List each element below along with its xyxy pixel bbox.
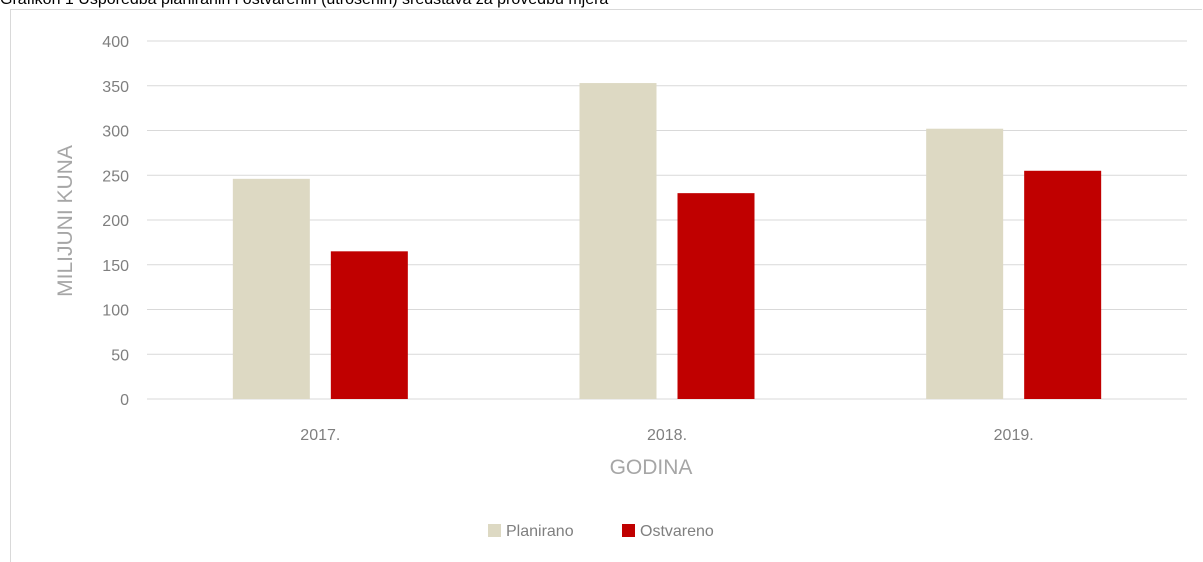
legend: Planirano Ostvareno (488, 523, 714, 540)
legend-swatch-planirano (488, 524, 501, 537)
y-tick-label: 300 (102, 124, 129, 141)
chart-title: Grafikon 1 Usporedba planiranih i ostvar… (0, 0, 608, 9)
bar-planirano-2019 (926, 128, 1004, 399)
y-axis-title: MILIJUNI KUNA (54, 145, 77, 297)
y-tick-labels: 0 50 100 150 200 250 300 350 400 (102, 34, 129, 409)
bar-ostvareno-2017 (330, 251, 408, 399)
y-tick-label: 150 (102, 258, 129, 275)
bar-planirano-2018 (579, 83, 657, 399)
y-tick-label: 100 (102, 303, 129, 320)
x-tick-label: 2017. (300, 427, 340, 444)
y-tick-label: 350 (102, 79, 129, 96)
legend-label-ostvareno: Ostvareno (640, 523, 714, 540)
y-tick-label: 50 (111, 347, 129, 364)
bars (232, 83, 1102, 399)
gridlines (147, 40, 1187, 400)
y-tick-label: 200 (102, 213, 129, 230)
bar-planirano-2017 (232, 178, 310, 399)
legend-swatch-ostvareno (622, 524, 635, 537)
y-tick-label: 250 (102, 168, 129, 185)
x-tick-labels: 2017. 2018. 2019. (300, 427, 1033, 444)
chart-frame (10, 9, 1202, 562)
legend-label-planirano: Planirano (506, 523, 574, 540)
x-tick-label: 2018. (647, 427, 687, 444)
y-tick-label: 0 (120, 392, 129, 409)
y-tick-label: 400 (102, 34, 129, 51)
bar-ostvareno-2019 (1024, 170, 1102, 399)
x-tick-label: 2019. (994, 427, 1034, 444)
bar-ostvareno-2018 (677, 193, 755, 399)
x-axis-title: GODINA (610, 456, 693, 479)
